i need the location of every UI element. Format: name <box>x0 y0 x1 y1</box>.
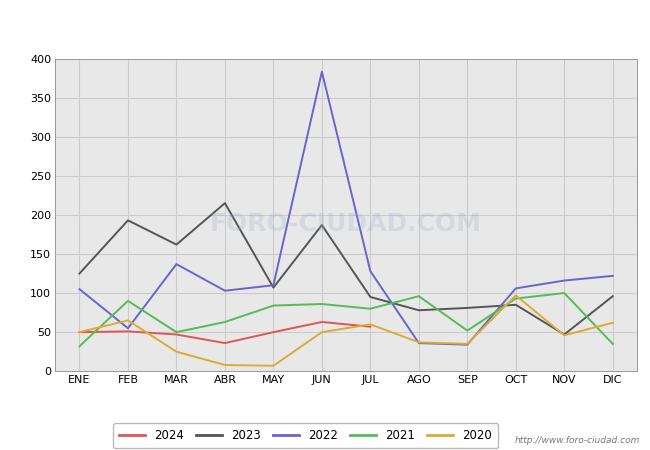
Text: Matriculaciones de Vehiculos en Tacoronte: Matriculaciones de Vehiculos en Tacoront… <box>155 16 495 31</box>
Legend: 2024, 2023, 2022, 2021, 2020: 2024, 2023, 2022, 2021, 2020 <box>113 423 498 448</box>
Text: FORO-CIUDAD.COM: FORO-CIUDAD.COM <box>210 212 482 236</box>
Text: http://www.foro-ciudad.com: http://www.foro-ciudad.com <box>515 436 640 445</box>
